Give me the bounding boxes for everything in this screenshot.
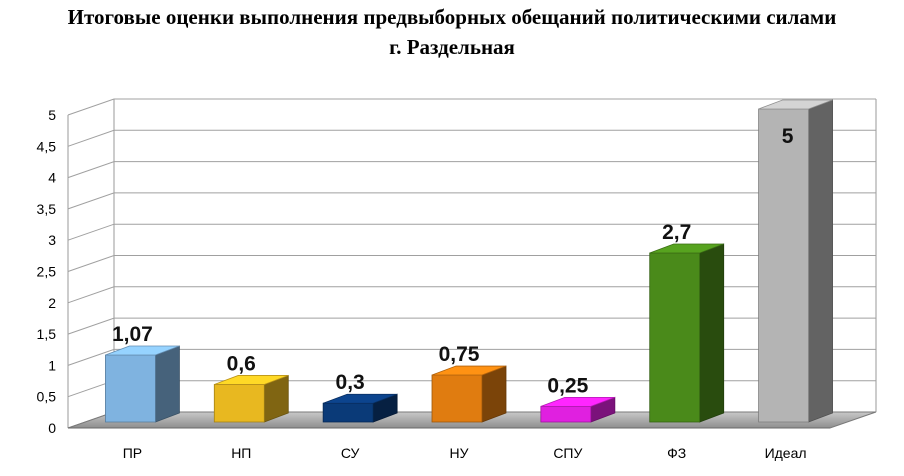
bar-top: [105, 345, 180, 356]
y-tick-label: 4,5: [37, 138, 57, 154]
data-label: 0,6: [227, 352, 256, 375]
x-tick-label: НП: [231, 445, 251, 461]
bar-front: [758, 108, 809, 423]
y-tick-label: 0,5: [37, 389, 57, 405]
x-tick-label: ФЗ: [667, 445, 686, 461]
gridline: [67, 348, 876, 366]
x-tick-label: Идеал: [765, 445, 807, 461]
labels-layer: 1,07 ПР 0,6 НП 0,3 СУ 0,75 НУ 0,25 СПУ 2,7 ФЗ 5 Идеал: [112, 125, 807, 461]
gridline: [67, 98, 876, 116]
bar-Идеал: [758, 99, 833, 423]
data-label: 0,3: [336, 371, 365, 394]
gridline: [67, 317, 876, 335]
data-label: 5: [782, 125, 794, 148]
x-tick-label: СУ: [341, 445, 360, 461]
y-tick-label: 1,5: [37, 326, 57, 342]
bar-top: [758, 99, 833, 110]
gridline: [67, 161, 876, 179]
bars-layer: [105, 99, 833, 423]
bar-top: [649, 243, 724, 254]
y-axis: 0 0,5 1 1,5 2 2,5 3 3,5 4 4,5 5: [37, 107, 57, 436]
bar-top: [540, 396, 615, 407]
y-tick-label: 2: [48, 295, 56, 311]
bar-top: [431, 365, 507, 376]
bar-front: [540, 405, 592, 423]
x-tick-label: НУ: [449, 445, 468, 461]
gridline: [67, 255, 876, 272]
y-tick-label: 1: [48, 357, 56, 373]
chart-title-line-2: г. Раздельная: [389, 35, 515, 59]
data-label: 0,25: [547, 374, 588, 397]
bar-СПУ: [540, 396, 616, 423]
data-label: 2,7: [662, 221, 691, 244]
bar-side: [699, 243, 725, 423]
bar-front: [105, 354, 156, 423]
bar-front: [322, 402, 374, 423]
bar-front: [213, 384, 265, 423]
bar-side: [808, 99, 833, 423]
chart-title: Итоговые оценки выполнения предвыборных …: [0, 2, 904, 62]
chart-title-line-1: Итоговые оценки выполнения предвыборных …: [67, 5, 837, 29]
y-tick-label: 5: [48, 107, 56, 123]
gridline: [67, 192, 876, 210]
data-label: 1,07: [112, 323, 153, 346]
y-tick-label: 3: [48, 232, 56, 248]
bar-ФЗ: [649, 243, 725, 423]
y-tick-label: 4: [48, 170, 56, 186]
gridline: [67, 286, 876, 304]
bar-ПР: [105, 345, 180, 423]
bar-НП: [213, 374, 289, 423]
bar-front: [431, 374, 483, 423]
bar-front: [649, 252, 701, 423]
bar-СУ: [322, 393, 398, 423]
bar-top: [323, 393, 398, 404]
y-tick-label: 3,5: [37, 201, 57, 217]
gridline: [67, 129, 876, 147]
bar-НУ: [431, 365, 507, 423]
gridline: [67, 223, 876, 241]
y-tick-label: 0: [48, 420, 56, 436]
bar-side: [155, 345, 180, 423]
x-tick-label: ПР: [123, 445, 142, 461]
y-tick-label: 2,5: [37, 264, 57, 280]
bar-side: [481, 365, 507, 423]
bar-top: [214, 375, 289, 385]
data-label: 0,75: [439, 343, 480, 366]
x-tick-label: СПУ: [553, 445, 582, 461]
